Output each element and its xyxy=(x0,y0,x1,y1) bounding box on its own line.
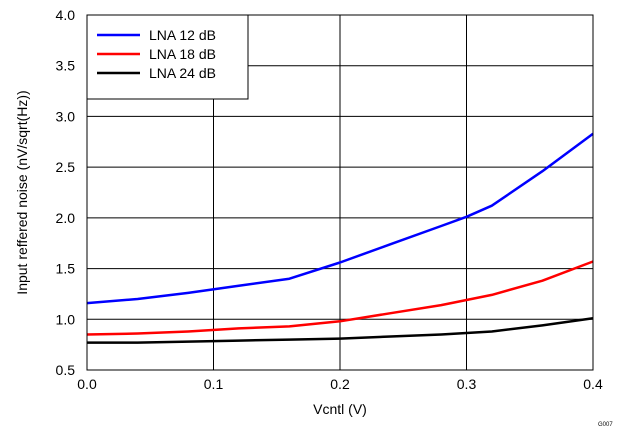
y-tick-label: 3.5 xyxy=(56,58,76,74)
x-tick-label: 0.3 xyxy=(457,376,477,392)
y-tick-label: 0.5 xyxy=(56,362,76,378)
y-tick-label: 1.0 xyxy=(56,311,76,327)
figure-code: G007 xyxy=(598,422,613,428)
x-tick-label: 0.0 xyxy=(77,376,97,392)
legend-label: LNA 24 dB xyxy=(149,65,216,81)
y-tick-label: 2.0 xyxy=(56,210,76,226)
y-tick-label: 3.0 xyxy=(56,108,76,124)
series-lines xyxy=(86,132,594,344)
y-tick-label: 2.5 xyxy=(56,159,76,175)
y-axis-title: Input reffered noise (nV/sqrt(Hz)) xyxy=(14,90,30,294)
legend-box xyxy=(86,14,249,100)
grid-lines xyxy=(87,15,593,370)
x-tick-label: 0.4 xyxy=(583,376,603,392)
x-tick-labels: 0.0 0.1 0.2 0.3 0.4 xyxy=(77,376,603,392)
y-tick-label: 4.0 xyxy=(56,7,76,23)
legend-label: LNA 12 dB xyxy=(149,27,216,43)
y-tick-label: 1.5 xyxy=(56,261,76,277)
series-line xyxy=(86,260,594,336)
series-line xyxy=(87,317,594,344)
legend: LNA 12 dB LNA 18 dB LNA 24 dB xyxy=(86,14,249,100)
plot-frame xyxy=(86,14,594,371)
x-tick-label: 0.2 xyxy=(330,376,350,392)
legend-label: LNA 18 dB xyxy=(149,46,216,62)
x-tick-label: 0.1 xyxy=(204,376,224,392)
series-line xyxy=(86,132,594,305)
x-axis-title: Vcntl (V) xyxy=(313,401,367,417)
y-tick-labels: 0.5 1.0 1.5 2.0 2.5 3.0 3.5 4.0 xyxy=(56,7,76,378)
